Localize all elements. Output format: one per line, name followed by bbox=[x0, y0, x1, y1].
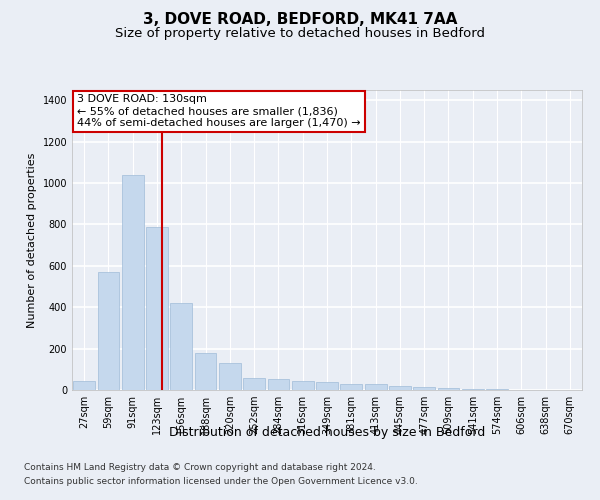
Text: Contains public sector information licensed under the Open Government Licence v3: Contains public sector information licen… bbox=[24, 477, 418, 486]
Bar bbox=[340, 384, 362, 390]
Bar bbox=[316, 382, 338, 390]
Text: 3 DOVE ROAD: 130sqm
← 55% of detached houses are smaller (1,836)
44% of semi-det: 3 DOVE ROAD: 130sqm ← 55% of detached ho… bbox=[77, 94, 361, 128]
Bar bbox=[268, 378, 289, 390]
Bar bbox=[462, 389, 484, 390]
Bar bbox=[170, 303, 192, 390]
Bar bbox=[219, 363, 241, 390]
Bar bbox=[194, 353, 217, 390]
Bar bbox=[292, 380, 314, 390]
Bar bbox=[365, 384, 386, 390]
Bar bbox=[122, 175, 143, 390]
Bar bbox=[243, 378, 265, 390]
Text: Distribution of detached houses by size in Bedford: Distribution of detached houses by size … bbox=[169, 426, 485, 439]
Text: Contains HM Land Registry data © Crown copyright and database right 2024.: Contains HM Land Registry data © Crown c… bbox=[24, 464, 376, 472]
Bar bbox=[413, 387, 435, 390]
Text: 3, DOVE ROAD, BEDFORD, MK41 7AA: 3, DOVE ROAD, BEDFORD, MK41 7AA bbox=[143, 12, 457, 28]
Bar bbox=[146, 226, 168, 390]
Bar bbox=[389, 386, 411, 390]
Bar bbox=[73, 380, 95, 390]
Text: Size of property relative to detached houses in Bedford: Size of property relative to detached ho… bbox=[115, 28, 485, 40]
Bar bbox=[97, 272, 119, 390]
Y-axis label: Number of detached properties: Number of detached properties bbox=[27, 152, 37, 328]
Bar bbox=[437, 388, 460, 390]
